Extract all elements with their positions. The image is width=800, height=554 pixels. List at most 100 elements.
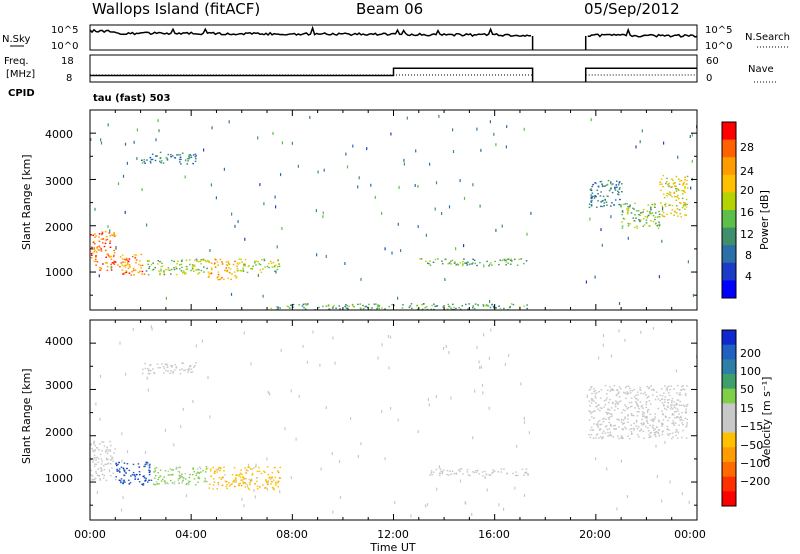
velocity-cell — [684, 412, 687, 414]
power-cell — [262, 294, 264, 298]
velocity-cell — [110, 444, 112, 447]
power-cell — [427, 262, 429, 264]
power-cell — [675, 188, 677, 190]
power-cell — [679, 213, 682, 215]
power-cell — [384, 247, 386, 251]
velocity-cell — [201, 339, 203, 343]
velocity-cell — [650, 385, 652, 387]
power-cell — [219, 258, 222, 261]
power-cell — [626, 203, 628, 205]
velocity-cell — [144, 463, 147, 466]
velocity-cell — [116, 470, 118, 472]
velocity-cell — [241, 479, 243, 481]
power-cell — [526, 304, 528, 306]
velocity-cell — [312, 330, 314, 334]
power-cell — [594, 275, 596, 279]
power-cell — [250, 268, 252, 270]
velocity-cell — [94, 477, 97, 479]
power-cell — [225, 264, 228, 266]
velocity-cell — [175, 468, 178, 470]
xtick-label: 16:00 — [478, 528, 510, 541]
power-cell — [437, 258, 439, 260]
power-cell — [624, 203, 627, 205]
velocity-cell — [377, 356, 379, 360]
power-cell — [221, 277, 223, 279]
velocity-cell — [460, 468, 463, 470]
power-cell — [103, 245, 106, 248]
velocity-cell — [630, 431, 633, 433]
velocity-cell — [684, 410, 687, 413]
power-cell — [590, 197, 593, 199]
power-cell — [410, 303, 413, 305]
velocity-cell — [188, 368, 190, 370]
power-cell — [192, 162, 194, 165]
velocity-cell — [178, 474, 181, 477]
velocity-cell — [671, 408, 674, 410]
velocity-cell — [637, 426, 640, 428]
velocity-cell — [95, 471, 97, 473]
power-cell — [254, 262, 256, 264]
power-cell — [658, 221, 660, 223]
power-cell — [207, 271, 210, 273]
power-cell — [634, 202, 636, 204]
xtick-label: 12:00 — [377, 528, 409, 541]
power-cell — [588, 206, 591, 209]
velocity-cell — [477, 469, 479, 472]
velocity-cell — [629, 390, 632, 392]
power-cell — [177, 260, 179, 262]
power-cell — [161, 265, 164, 267]
power-cell — [185, 272, 187, 274]
velocity-cell — [630, 432, 633, 435]
velocity-cell — [149, 463, 151, 466]
velocity-cell — [154, 470, 157, 472]
velocity-cell — [188, 476, 191, 479]
velocity-cell — [596, 423, 598, 425]
power-cell — [230, 292, 233, 296]
velocity-ytick-labels: 4000 3000 2000 1000 — [45, 335, 73, 485]
power-cell — [180, 163, 182, 165]
power-cell — [211, 268, 213, 271]
velocity-cell — [441, 472, 444, 475]
velocity-cell — [680, 404, 682, 407]
velocity-cell — [161, 363, 163, 365]
power-cell — [665, 182, 667, 185]
velocity-cell — [661, 433, 664, 436]
power-cell — [675, 195, 677, 198]
velocity-cell — [498, 503, 500, 507]
velocity-cell — [147, 481, 149, 483]
power-cell — [177, 154, 180, 156]
velocity-cell — [609, 399, 611, 401]
velocity-cell — [273, 487, 275, 490]
power-cell — [191, 268, 194, 270]
velocity-cell — [597, 426, 600, 428]
velocity-cell — [247, 466, 249, 469]
power-cell — [590, 204, 593, 206]
velocity-cell — [625, 397, 627, 399]
velocity-cell — [148, 479, 150, 481]
power-cell — [133, 274, 135, 276]
velocity-cell — [602, 334, 605, 338]
power-cell — [376, 308, 378, 310]
velocity-cell — [683, 405, 686, 407]
velocity-cell — [184, 369, 187, 371]
velocity-cell — [157, 367, 160, 369]
freq-left-tick-top: 18 — [61, 56, 74, 67]
velocity-cell — [102, 477, 105, 479]
velocity-cell — [432, 471, 435, 473]
power-cell — [194, 153, 197, 155]
power-ylabel: Slant Range [km] — [20, 154, 33, 250]
power-cell — [113, 260, 115, 262]
velocity-cell — [195, 344, 197, 348]
velocity-cell — [588, 400, 591, 402]
velocity-cell — [611, 415, 613, 417]
power-cell — [643, 224, 646, 226]
velocity-cell — [148, 473, 151, 476]
power-cell — [671, 196, 673, 198]
power-cell — [191, 264, 194, 266]
power-cell — [185, 268, 188, 271]
velocity-cell — [320, 467, 322, 471]
power-cell — [450, 263, 452, 265]
power-cell — [443, 305, 445, 307]
velocity-cell — [214, 470, 216, 473]
power-cell — [121, 269, 124, 271]
